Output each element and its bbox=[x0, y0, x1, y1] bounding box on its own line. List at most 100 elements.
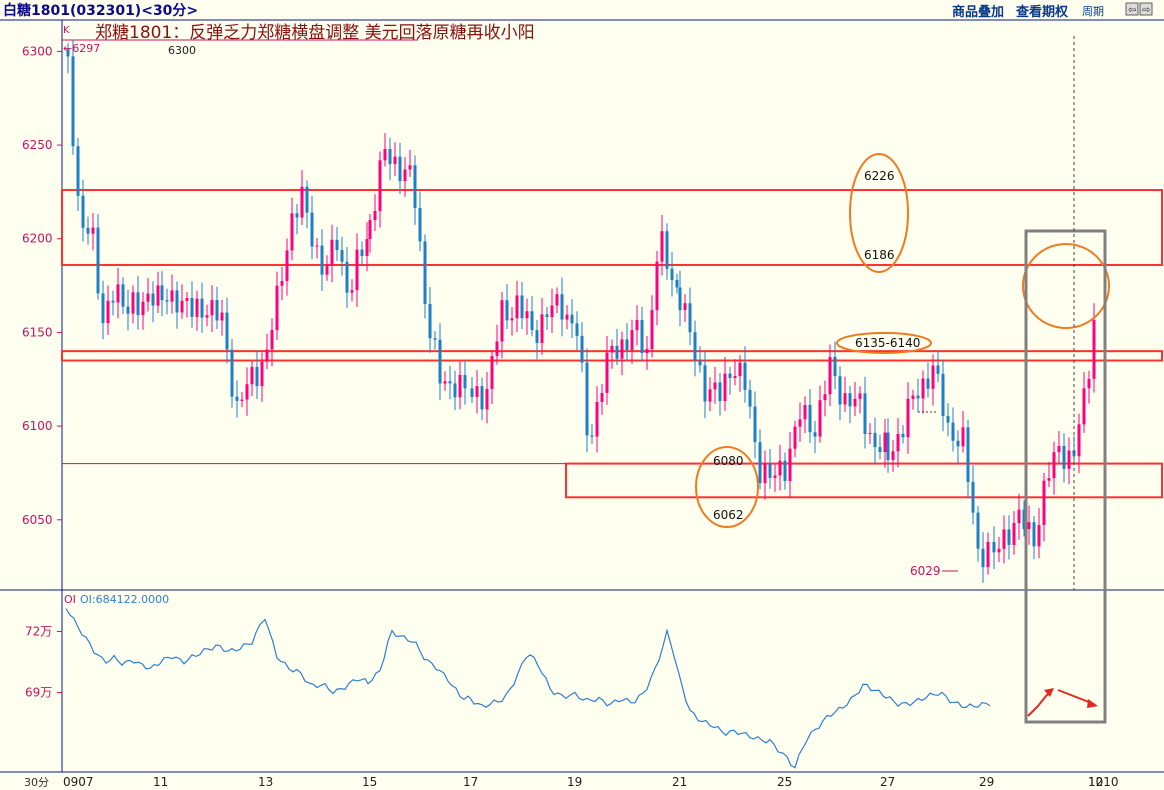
candle bbox=[565, 305, 569, 330]
candle bbox=[688, 287, 692, 346]
candle bbox=[630, 319, 634, 364]
period-link[interactable]: 周期 bbox=[1082, 5, 1104, 18]
oi-indicator-label: OI bbox=[64, 593, 76, 606]
time-tick-label: 15 bbox=[362, 775, 377, 789]
candle bbox=[205, 304, 209, 327]
candle bbox=[921, 370, 925, 414]
candle bbox=[545, 306, 549, 330]
candle bbox=[393, 142, 397, 177]
scroll-right-button[interactable]: ⇨ bbox=[1139, 2, 1153, 16]
price-tick-label: 6200 bbox=[22, 232, 53, 246]
candle bbox=[901, 425, 905, 444]
candle bbox=[378, 151, 382, 228]
candle bbox=[585, 348, 589, 453]
candle bbox=[458, 361, 462, 410]
candle bbox=[453, 370, 457, 411]
current-range-ellipse bbox=[1022, 243, 1110, 329]
candle bbox=[823, 380, 827, 417]
candle bbox=[768, 449, 772, 489]
candle bbox=[310, 195, 314, 260]
candle bbox=[423, 234, 427, 319]
candle bbox=[121, 277, 125, 315]
candle bbox=[570, 299, 574, 338]
candle bbox=[170, 274, 174, 314]
candle bbox=[1007, 515, 1011, 560]
candle bbox=[873, 417, 877, 464]
candle bbox=[530, 296, 534, 337]
candle bbox=[345, 246, 349, 308]
candle bbox=[615, 329, 619, 365]
candle bbox=[778, 444, 782, 491]
candle bbox=[448, 365, 452, 400]
candle bbox=[1032, 515, 1036, 560]
candle bbox=[490, 350, 494, 405]
view-options-link[interactable]: 查看期权 bbox=[1015, 4, 1069, 20]
candle bbox=[828, 344, 832, 407]
price-axis: 6300 6250 6200 6150 6100 6050 bbox=[22, 44, 62, 527]
candle bbox=[330, 224, 334, 283]
k-label: K bbox=[63, 25, 70, 36]
candle bbox=[733, 359, 737, 386]
candle bbox=[240, 391, 244, 408]
candle bbox=[116, 267, 120, 319]
candle bbox=[992, 526, 996, 570]
candle bbox=[1047, 461, 1051, 487]
candle bbox=[878, 434, 882, 460]
candle bbox=[1027, 505, 1031, 545]
candle bbox=[1087, 370, 1091, 404]
candle bbox=[981, 532, 985, 583]
candle bbox=[946, 403, 950, 437]
candle bbox=[470, 377, 474, 404]
candle bbox=[485, 372, 489, 424]
time-tick-label: 12 bbox=[1088, 775, 1103, 789]
support-ellipse bbox=[695, 446, 759, 528]
candle bbox=[463, 360, 467, 405]
candle bbox=[655, 250, 659, 326]
time-tick-label: 29 bbox=[979, 775, 994, 789]
candle bbox=[106, 285, 110, 335]
focus-box bbox=[1024, 229, 1107, 724]
oi-line bbox=[65, 608, 991, 769]
candle bbox=[986, 532, 990, 575]
price-tick-label: 6050 bbox=[22, 513, 53, 527]
candle bbox=[956, 430, 960, 463]
candle bbox=[1042, 472, 1046, 542]
candle bbox=[931, 354, 935, 406]
product-overlay-link[interactable]: 商品叠加 bbox=[952, 4, 1004, 20]
candle bbox=[388, 137, 392, 181]
candle bbox=[383, 133, 387, 167]
price-tick-label: 6100 bbox=[22, 419, 53, 433]
level-6080-label: 6080 bbox=[713, 454, 744, 468]
candle bbox=[136, 275, 140, 330]
candle bbox=[575, 311, 579, 351]
candle bbox=[1037, 508, 1041, 559]
candle bbox=[748, 379, 752, 419]
level-6226-label: 6226 bbox=[864, 169, 895, 183]
candle bbox=[678, 270, 682, 327]
candle bbox=[151, 281, 155, 323]
candle bbox=[916, 378, 920, 413]
candle bbox=[966, 419, 970, 499]
candle bbox=[693, 320, 697, 377]
oi-down-arrowhead bbox=[1087, 699, 1098, 708]
candle bbox=[1017, 493, 1021, 540]
candle bbox=[550, 288, 554, 333]
time-tick-label: 27 bbox=[880, 775, 895, 789]
level-6135-6140-label: 6135-6140 bbox=[855, 336, 920, 350]
candle bbox=[896, 418, 900, 468]
candle bbox=[71, 39, 75, 155]
candle bbox=[325, 255, 329, 281]
candle bbox=[428, 287, 432, 353]
candle bbox=[773, 464, 777, 492]
candle bbox=[625, 323, 629, 361]
candle bbox=[683, 294, 687, 322]
candle bbox=[645, 335, 649, 370]
candle bbox=[335, 226, 339, 261]
candle bbox=[783, 452, 787, 490]
candle bbox=[1052, 441, 1056, 495]
chart-headline: 郑糖1801：反弹乏力郑糖横盘调整 美元回落原糖再收小阳 bbox=[95, 23, 535, 43]
candle bbox=[803, 396, 807, 434]
scroll-left-button[interactable]: ⇦ bbox=[1125, 2, 1139, 16]
candle bbox=[1012, 511, 1016, 555]
